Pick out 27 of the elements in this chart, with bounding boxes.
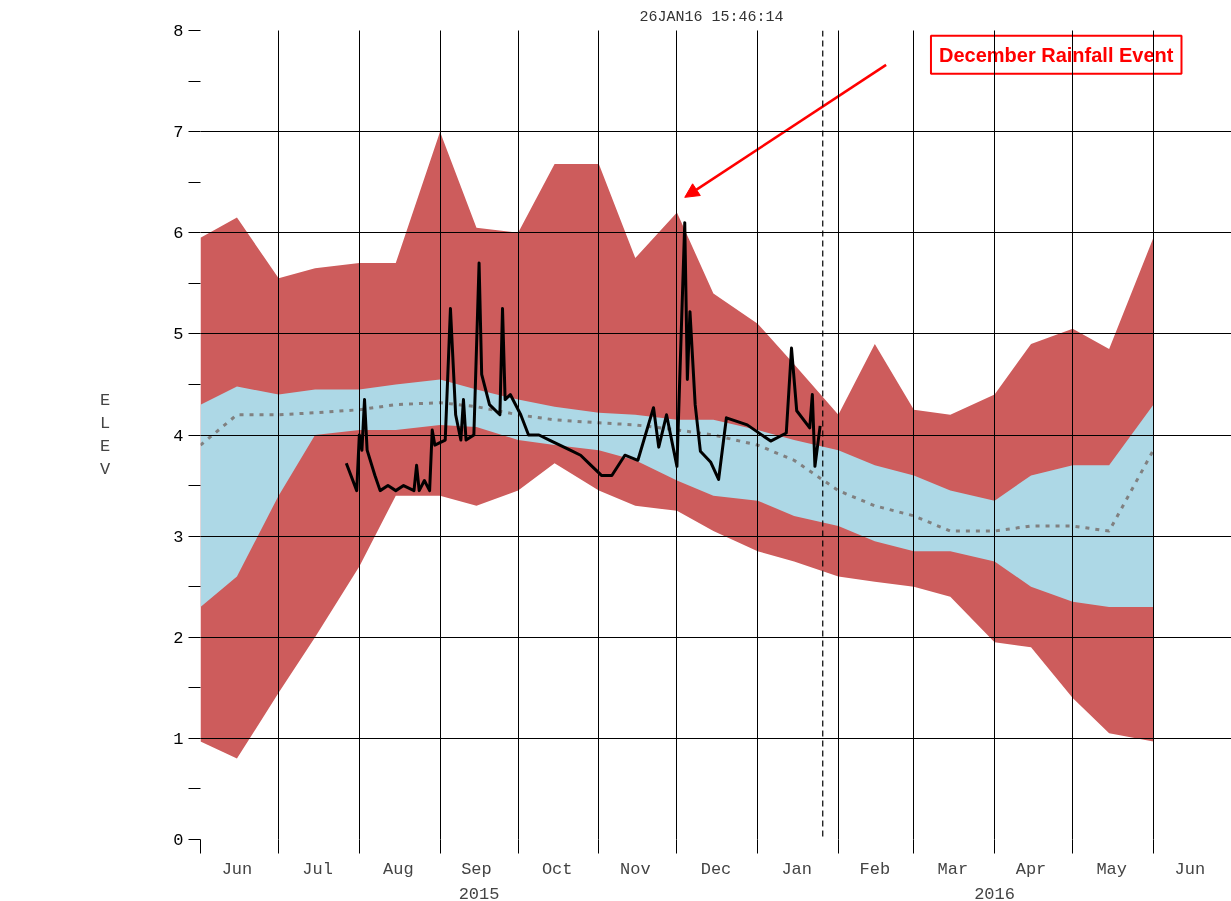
x-tick-label: Apr bbox=[1015, 859, 1047, 879]
y-axis-title: ELEV bbox=[100, 391, 112, 479]
line-series bbox=[200, 401, 1155, 533]
x-tick-label: Jun bbox=[221, 859, 253, 879]
text: 2015 bbox=[458, 884, 500, 901]
x-tick-label: Jan bbox=[781, 859, 813, 879]
y-tick-label: 4 bbox=[173, 426, 184, 446]
y-tick-label: 0 bbox=[173, 831, 184, 850]
text: 26JAN16 15:46:14 bbox=[639, 8, 784, 26]
y-tick-label: 1 bbox=[173, 729, 184, 749]
y-tick-label: 8 bbox=[173, 22, 184, 41]
x-tick-label: Jul bbox=[302, 859, 333, 879]
x-tick-label: Dec bbox=[700, 859, 732, 879]
x-tick-label: Feb bbox=[859, 859, 891, 879]
y-tick-label: 2 bbox=[173, 628, 184, 648]
y-tick-label: 7 bbox=[173, 123, 184, 143]
y-tick-label: 3 bbox=[173, 527, 184, 547]
x-tick-label: Nov bbox=[619, 859, 651, 879]
x-tick-label: Oct bbox=[541, 859, 573, 879]
x-tick-label: May bbox=[1096, 859, 1128, 879]
x-tick-label: Sep bbox=[461, 859, 492, 879]
x-tick-label: Jun bbox=[1174, 859, 1206, 879]
y-tick-label: 5 bbox=[173, 325, 184, 345]
text: 2016 bbox=[974, 884, 1015, 901]
x-tick-label: Mar bbox=[937, 859, 969, 879]
x-tick-label: Aug bbox=[383, 859, 414, 879]
y-tick-label: 6 bbox=[173, 224, 184, 244]
